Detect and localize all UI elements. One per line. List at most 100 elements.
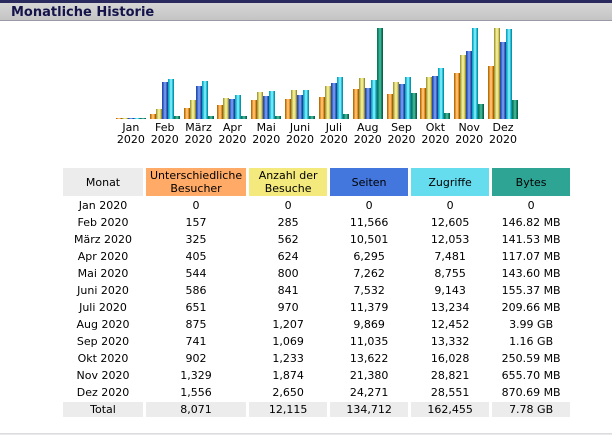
chart-month-group: Apr 2020 <box>215 27 249 146</box>
table-cell: 3.99 GB <box>509 318 554 331</box>
table-cell: 28,551 <box>430 386 470 399</box>
table-cell: 1.16 GB <box>509 335 554 348</box>
chart-bar-h <box>201 81 208 119</box>
table-cell: 586 <box>185 284 207 297</box>
table-row: Apr 2020 405 624 6,295 7,481 117.07 MB <box>63 249 570 264</box>
table-cell: 134,712 <box>330 402 409 417</box>
table-cell: 1,233 <box>272 352 304 365</box>
table-cell: Mai 2020 <box>77 267 129 280</box>
month-label: Aug 2020 <box>353 121 382 146</box>
month-label: Juni 2020 <box>286 121 315 146</box>
table-cell: 12,053 <box>430 233 470 246</box>
chart-bar-k <box>410 93 417 119</box>
bar-group <box>149 27 180 119</box>
table-cell: 12,605 <box>430 216 470 229</box>
bar-group <box>488 27 519 119</box>
chart-month-group: Dez 2020 <box>486 27 520 146</box>
table-cell: 405 <box>185 250 207 263</box>
table-row: Jan 2020 0 0 0 0 0 <box>63 198 570 213</box>
chart-bar-area: Jan 2020 Feb 2020 März 2020 Apr 2020 Mai 2020 Juni… <box>114 27 520 146</box>
table-cell: 562 <box>277 233 299 246</box>
table-cell: 655.70 MB <box>501 369 561 382</box>
column-header: Seiten <box>330 168 409 196</box>
table-cell: 902 <box>185 352 207 365</box>
chart-bar-h <box>133 118 140 119</box>
table-cell: 285 <box>277 216 299 229</box>
month-label: Mai 2020 <box>252 121 281 146</box>
bar-group <box>183 27 214 119</box>
chart-bar-p <box>432 76 439 119</box>
column-header: Bytes <box>492 168 571 196</box>
chart-bar-p <box>229 99 236 119</box>
chart-month-group: Feb 2020 <box>148 27 182 146</box>
table-cell: Sep 2020 <box>76 335 130 348</box>
table-cell: 28,821 <box>430 369 470 382</box>
chart-bar-h <box>438 68 445 119</box>
bar-group <box>251 27 282 119</box>
table-cell: 16,028 <box>430 352 470 365</box>
chart-bar-v <box>155 109 162 119</box>
chart-bar-v <box>291 90 298 119</box>
table-cell: 9,869 <box>353 318 385 331</box>
table-cell: Dez 2020 <box>76 386 130 399</box>
table-cell: 0 <box>284 199 292 212</box>
table-cell: 157 <box>185 216 207 229</box>
table-cell: 1,069 <box>272 335 304 348</box>
chart-bar-u <box>454 73 461 119</box>
table-row: Sep 2020 741 1,069 11,035 13,332 1.16 GB <box>63 334 570 349</box>
table-cell: 800 <box>277 267 299 280</box>
chart-month-group: Okt 2020 <box>418 27 452 146</box>
chart-bar-v <box>426 77 433 119</box>
chart-bar-k <box>139 118 146 119</box>
table-cell: 7,481 <box>434 250 466 263</box>
table-cell: 13,622 <box>349 352 389 365</box>
table-cell: 0 <box>192 199 200 212</box>
table-cell: 875 <box>185 318 207 331</box>
month-label: Apr 2020 <box>218 121 247 146</box>
table-row: Nov 2020 1,329 1,874 21,380 28,821 655.70 MB <box>63 368 570 383</box>
bar-group <box>352 27 383 119</box>
month-label: März 2020 <box>184 121 213 146</box>
table-cell: 117.07 MB <box>501 250 561 263</box>
chart-bar-h <box>472 28 479 119</box>
chart-bar-v <box>494 28 501 119</box>
bar-group <box>386 27 417 119</box>
table-cell: März 2020 <box>73 233 133 246</box>
chart-month-group: Juni 2020 <box>283 27 317 146</box>
bar-group <box>318 27 349 119</box>
chart-month-group: Mai 2020 <box>249 27 283 146</box>
chart-bar-h <box>167 79 174 119</box>
table-row: Okt 2020 902 1,233 13,622 16,028 250.59 MB <box>63 351 570 366</box>
chart-bar-v <box>189 100 196 119</box>
table-cell: 1,874 <box>272 369 304 382</box>
column-header: Zugriffe <box>411 168 490 196</box>
section-title-bar: Monatliche Historie <box>0 0 612 21</box>
chart-bar-p <box>195 86 202 119</box>
bar-group <box>420 27 451 119</box>
chart-bar-u <box>318 97 325 119</box>
table-header: Monat Unterschiedliche Besucher Anzahl der… <box>63 168 571 196</box>
column-header: Unterschiedliche Besucher <box>146 168 247 196</box>
table-cell: 21,380 <box>349 369 389 382</box>
table-cell: 7,532 <box>353 284 385 297</box>
chart-bar-u <box>386 94 393 119</box>
table-cell: 624 <box>277 250 299 263</box>
chart-bar-u <box>285 99 292 119</box>
bar-group <box>217 27 248 119</box>
chart-bar-h <box>303 90 310 119</box>
chart-bar-v <box>223 98 230 119</box>
table-body: Jan 2020 0 0 0 0 0 Feb 2020 157 285 11,566 12,605 1… <box>63 198 571 417</box>
chart-bar-k <box>241 116 248 119</box>
month-label: Jan 2020 <box>116 121 145 146</box>
chart-bar-k <box>275 116 282 119</box>
chart-bar-h <box>370 80 377 119</box>
month-label: Nov 2020 <box>455 121 484 146</box>
chart-month-group: März 2020 <box>182 27 216 146</box>
table-cell: 0 <box>446 199 454 212</box>
table-cell: 141.53 MB <box>501 233 561 246</box>
table-cell: 209.66 MB <box>501 301 561 314</box>
chart-bar-u <box>217 105 224 119</box>
chart-bar-p <box>161 82 168 119</box>
chart-bar-k <box>512 100 519 119</box>
month-label: Feb 2020 <box>150 121 179 146</box>
